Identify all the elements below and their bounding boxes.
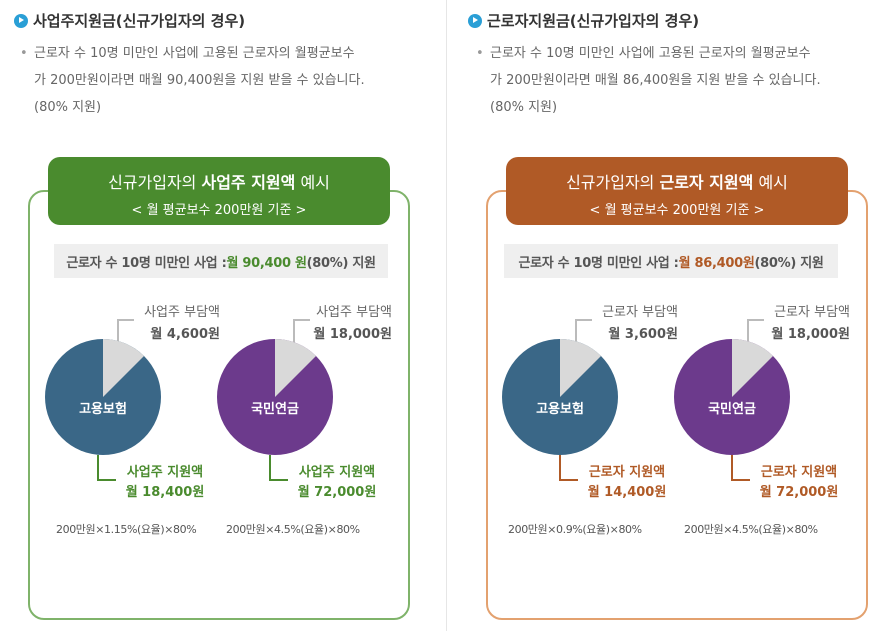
banner-text: 신규가입자의 [108,173,202,192]
formula-text: 200만원×4.5%(요율)×80% [684,523,818,536]
section-description: • 근로자 수 10명 미만인 사업에 고용된 근로자의 월평균보수 가 200… [476,40,886,121]
desc-line: 근로자 수 10명 미만인 사업에 고용된 근로자의 월평균보수 [34,46,355,61]
summary-text: 근로자 수 10명 미만인 사업 : [66,255,227,271]
support-leader-line [559,455,578,481]
support-label: 사업주 지원액 [126,465,204,480]
support-amount: 월 18,400원 [125,485,205,500]
employment-insurance-pie [45,339,161,455]
bullet-dot-icon: • [20,46,28,61]
burden-label: 사업주 부담액 [144,305,220,320]
desc-line: 근로자 수 10명 미만인 사업에 고용된 근로자의 월평균보수 [490,46,811,61]
formula-text: 200만원×1.15%(요율)×80% [56,523,197,536]
pie-label: 국민연금 [251,402,299,417]
column-divider [446,0,447,631]
summary-text: (80%) 지원 [754,255,824,271]
desc-line: 가 200만원이라면 매월 90,400원을 지원 받을 수 있습니다. [34,73,365,88]
support-leader-line [97,455,116,481]
banner-subtitle: < 월 평균보수 200만원 기준 > [589,203,765,218]
pie-label: 국민연금 [708,402,756,417]
burden-label: 근로자 부담액 [602,305,678,320]
pie-burden-slice [732,339,773,397]
burden-leader-line [117,319,134,348]
burden-amount: 월 18,000원 [313,327,392,342]
leader-lines [559,319,764,481]
support-label: 근로자 지원액 [588,465,666,480]
pie-label: 고용보험 [79,402,127,417]
section-description: • 근로자 수 10명 미만인 사업에 고용된 근로자의 월평균보수 가 200… [20,40,440,121]
desc-line: 가 200만원이라면 매월 86,400원을 지원 받을 수 있습니다. [490,73,821,88]
support-label: 사업주 지원액 [298,465,376,480]
burden-leader-line [747,319,764,348]
support-label: 근로자 지원액 [760,465,838,480]
burden-callout: 사업주 부담액 월 4,600원 [130,302,220,346]
banner-text: 예시 [295,173,330,192]
summary-box: 근로자 수 10명 미만인 사업 : 월 86,400원 (80%) 지원 [504,244,838,278]
support-callout: 사업주 지원액 월 18,400원 [110,463,220,503]
example-banner: 신규가입자의 근로자 지원액 예시 < 월 평균보수 200만원 기준 > [506,157,848,225]
banner-bold-text: 사업주 지원액 [201,173,296,192]
burden-leader-line [293,319,310,348]
banner-subtitle: < 월 평균보수 200만원 기준 > [131,203,307,218]
burden-leader-line [575,319,592,348]
support-leader-line [731,455,750,481]
burden-callout: 근로자 부담액 월 18,000원 [758,302,850,346]
summary-text: 근로자 수 10명 미만인 사업 : [518,255,679,271]
banner-text: 신규가입자의 [566,173,660,192]
leader-lines [97,319,310,481]
support-amount: 월 14,400원 [587,485,667,500]
national-pension-pie [217,339,333,455]
summary-text: (80%) 지원 [306,255,376,271]
burden-amount: 월 3,600원 [608,327,678,342]
play-bullet-icon [468,13,482,28]
support-callout: 사업주 지원액 월 72,000원 [282,463,392,503]
formula-text: 200만원×0.9%(요율)×80% [508,523,642,536]
burden-label: 사업주 부담액 [316,305,392,320]
pie-burden-slice [275,339,316,397]
banner-bold-text: 근로자 지원액 [659,173,754,192]
summary-box: 근로자 수 10명 미만인 사업 : 월 90,400 원 (80%) 지원 [54,244,388,278]
support-callout: 근로자 지원액 월 72,000원 [744,463,854,503]
desc-line: (80% 지원) [34,100,102,115]
national-pension-pie [674,339,790,455]
pie-burden-slice [103,339,144,397]
section-title-text: 사업주지원금(신규가입자의 경우) [33,12,246,30]
burden-callout: 사업주 부담액 월 18,000원 [300,302,392,346]
burden-amount: 월 18,000원 [771,327,850,342]
example-banner: 신규가입자의 사업주 지원액 예시 < 월 평균보수 200만원 기준 > [48,157,390,225]
section-title: 사업주지원금(신규가입자의 경우) [14,10,245,31]
support-leader-line [269,455,288,481]
pie-label: 고용보험 [536,402,584,417]
burden-label: 근로자 부담액 [774,305,850,320]
summary-amount: 월 86,400원 [678,255,755,271]
employer-support-section: 사업주지원금(신규가입자의 경우) • 근로자 수 10명 미만인 사업에 고용… [14,10,440,620]
summary-amount: 월 90,400 원 [226,255,307,271]
support-callout: 근로자 지원액 월 14,400원 [572,463,682,503]
play-bullet-icon [14,13,28,28]
employment-insurance-pie [502,339,618,455]
banner-text: 예시 [753,173,788,192]
support-amount: 월 72,000원 [297,485,377,500]
bullet-dot-icon: • [476,46,484,61]
support-amount: 월 72,000원 [759,485,839,500]
pie-burden-slice [560,339,601,397]
formula-text: 200만원×4.5%(요율)×80% [226,523,360,536]
burden-amount: 월 4,600원 [150,327,220,342]
section-title-text: 근로자지원금(신규가입자의 경우) [487,12,700,30]
burden-callout: 근로자 부담액 월 3,600원 [588,302,678,346]
section-title: 근로자지원금(신규가입자의 경우) [468,10,699,31]
desc-line: (80% 지원) [490,100,558,115]
worker-support-section: 근로자지원금(신규가입자의 경우) • 근로자 수 10명 미만인 사업에 고용… [446,0,892,631]
